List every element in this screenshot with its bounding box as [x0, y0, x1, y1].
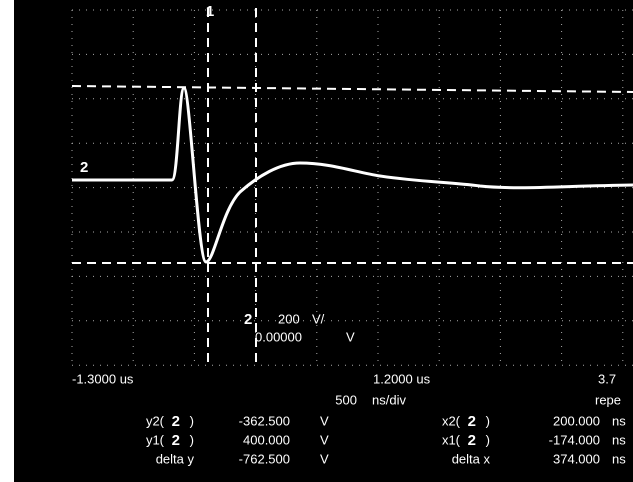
readout-channel: 2: [468, 432, 476, 449]
readout-unit: V: [320, 432, 329, 447]
acq-mode: repe: [595, 392, 621, 407]
channel-scale: 200: [278, 311, 300, 326]
time-per-div: 500: [335, 392, 357, 407]
readout-label: ): [486, 432, 490, 447]
screen: [14, 0, 633, 482]
readout-label: y1(: [146, 432, 165, 447]
channel-offset: 0.00000: [255, 329, 302, 344]
time-end: 3.7: [598, 371, 616, 386]
readout-channel: 2: [468, 413, 476, 430]
readout-unit: ns: [612, 451, 626, 466]
readout-unit: V: [320, 451, 329, 466]
readout-label: delta x: [452, 451, 491, 466]
readout-unit: ns: [612, 413, 626, 428]
readout-label: x2(: [442, 413, 461, 428]
time-center: 1.2000 us: [373, 371, 431, 386]
scope-screen: 1 2 2 200 V/ 0.00000 V -1.3000 us 1.2000…: [0, 0, 633, 482]
readout-value: -174.000: [549, 432, 600, 447]
channel-scale-unit: V/: [312, 311, 325, 326]
readout-label: delta y: [156, 451, 195, 466]
readout-value: 374.000: [553, 451, 600, 466]
readout-label: ): [190, 432, 194, 447]
readout-unit: V: [320, 413, 329, 428]
readout-value: 400.000: [243, 432, 290, 447]
readout-channel: 2: [172, 413, 180, 430]
readout-label: ): [190, 413, 194, 428]
readout-label: x1(: [442, 432, 461, 447]
readout-value: -362.500: [239, 413, 290, 428]
readout-value: 200.000: [553, 413, 600, 428]
time-per-div-unit: ns/div: [372, 392, 406, 407]
readout-value: -762.500: [239, 451, 290, 466]
cursor-label: 1: [206, 3, 214, 20]
readout-channel: 2: [172, 432, 180, 449]
ref-label: 2: [80, 159, 88, 176]
readout-label: ): [486, 413, 490, 428]
channel-number: 2: [244, 311, 252, 328]
time-start: -1.3000 us: [72, 371, 134, 386]
readout-unit: ns: [612, 432, 626, 447]
channel-offset-unit: V: [346, 329, 355, 344]
readout-label: y2(: [146, 413, 165, 428]
page: 1 2 2 200 V/ 0.00000 V -1.3000 us 1.2000…: [0, 0, 633, 482]
